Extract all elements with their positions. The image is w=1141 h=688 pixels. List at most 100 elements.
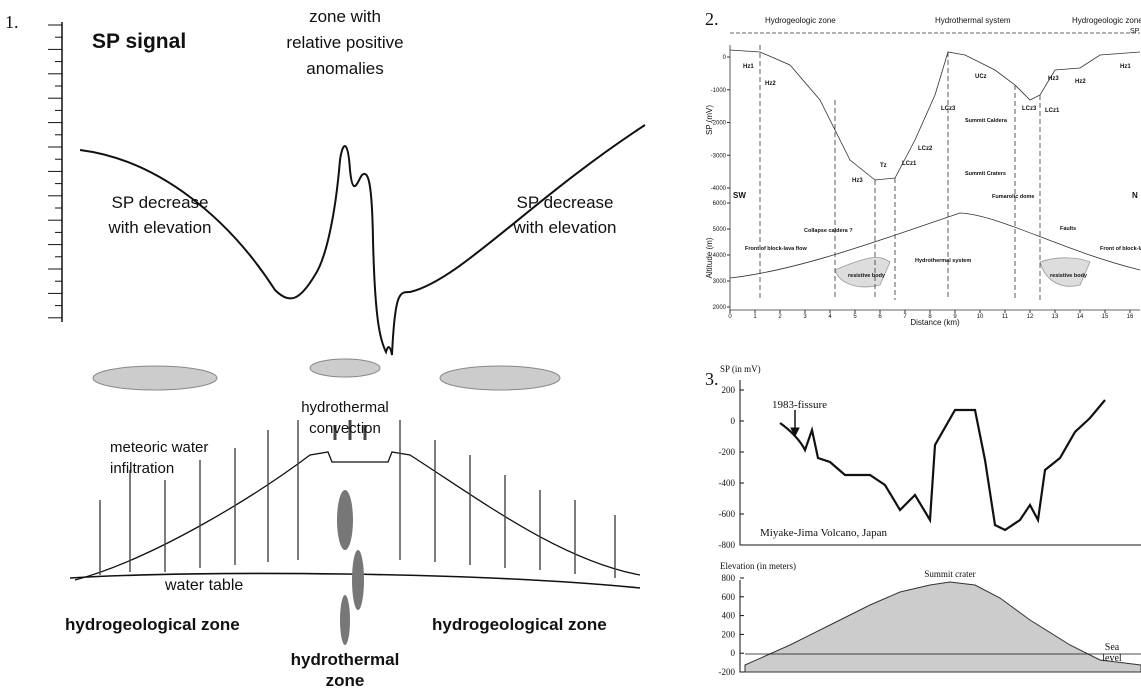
tick-label: 0: [728, 314, 732, 320]
zone-code: LCz3: [1022, 106, 1037, 112]
annotation: Front of block-lava flow: [745, 246, 807, 252]
annotation: Summit Craters: [965, 171, 1006, 177]
zone-label: hydrogeological zone: [432, 615, 607, 634]
annotation: level: [1102, 653, 1122, 664]
zone-label: hydrothermal: [291, 650, 400, 669]
tick-label: -400: [719, 478, 736, 488]
annotation: meteoric water: [110, 439, 208, 456]
axis-label: Elevation (in meters): [720, 561, 796, 571]
annotation: Summit crater: [924, 569, 975, 579]
zone-code: LCz1: [902, 161, 917, 167]
tick-label: 2000: [713, 305, 727, 311]
tick-label: 5: [853, 314, 857, 320]
zone-code: Hz2: [765, 81, 776, 87]
zone-code: Hz3: [1048, 76, 1059, 82]
tick-label: 7: [903, 314, 907, 320]
annotation: with elevation: [107, 218, 211, 237]
axis-label: Altitude (m): [705, 237, 714, 278]
tick-label: 0: [731, 648, 736, 658]
tick-label: 600: [722, 592, 736, 602]
annotation: zone with: [309, 7, 381, 26]
annotation: resistive body: [1050, 273, 1088, 279]
tick-label: 3: [803, 314, 807, 320]
zone-label: hydrogeological zone: [65, 615, 240, 634]
tick-label: 6000: [713, 201, 727, 207]
annotation: resistive body: [848, 273, 886, 279]
annotation: hydrothermal: [301, 399, 389, 416]
zone-code: LCz1: [1045, 108, 1060, 114]
annotation: convection: [309, 420, 381, 437]
tick-label: -1000: [711, 88, 727, 94]
tick-label: 12: [1027, 314, 1034, 320]
tick-label: 4: [828, 314, 832, 320]
zone-header: Hydrogeologic zone: [765, 16, 836, 25]
annotation: anomalies: [306, 59, 384, 78]
axis-label: SP (mV): [705, 105, 714, 135]
tick-label: -600: [719, 509, 736, 519]
annotation: Summit Caldera: [965, 118, 1008, 124]
zone-header: Hydrothermal system: [935, 16, 1011, 25]
tick-label: 8: [928, 314, 932, 320]
panel-number: 2.: [705, 9, 719, 29]
tick-label: 15: [1102, 314, 1109, 320]
tick-label: -200: [719, 447, 736, 457]
tick-label: 6: [878, 314, 882, 320]
panel-2: [729, 32, 1141, 311]
annotation: water table: [164, 577, 243, 594]
tick-label: 200: [722, 629, 736, 639]
tick-label: -4000: [711, 186, 727, 192]
zone-code: LCz3: [941, 106, 956, 112]
annotation: SP decrease: [516, 193, 613, 212]
direction: SW: [733, 191, 746, 200]
zone-header: Hydrogeologic zone: [1072, 16, 1141, 25]
direction: N: [1132, 191, 1138, 200]
zone-code: LCz2: [918, 146, 933, 152]
zone-code: Hz1: [1120, 64, 1131, 70]
tick-label: 2: [778, 314, 782, 320]
tick-label: 200: [722, 385, 736, 395]
annotation: Sea: [1105, 642, 1120, 653]
annotation: 1983-fissure: [772, 399, 827, 411]
panel-1: [61, 22, 646, 645]
tick-label: 800: [722, 573, 736, 583]
tick-label: -800: [719, 540, 736, 550]
tick-label: -3000: [711, 153, 727, 159]
corner-label: SP: [1130, 28, 1140, 35]
panel-number: 3.: [705, 369, 719, 389]
zone-code: UCz: [975, 74, 987, 80]
annotation: SP decrease: [111, 193, 208, 212]
tick-label: 4000: [713, 253, 727, 259]
axis-label: Distance (km): [910, 318, 960, 327]
tick-label: 14: [1077, 314, 1084, 320]
annotation: Collapse caldera ?: [804, 228, 853, 234]
tick-label: -2000: [711, 121, 727, 127]
annotation: Hydrothermal system: [915, 258, 971, 264]
zone-label: zone: [326, 671, 365, 688]
tick-label: 5000: [713, 227, 727, 233]
tick-label: 400: [722, 611, 736, 621]
tick-label: 1: [753, 314, 757, 320]
panel-title: SP signal: [92, 30, 186, 53]
zone-code: Hz2: [1075, 79, 1086, 85]
tick-label: -200: [719, 667, 736, 677]
tick-label: 3000: [713, 279, 727, 285]
tick-label: 0: [723, 55, 727, 61]
annotation: Fumarolic dome: [992, 194, 1034, 200]
panel-3: [739, 380, 1141, 673]
annotation: infiltration: [110, 460, 174, 477]
axis-label: SP (in mV): [720, 364, 761, 374]
annotation: Miyake-Jima Volcano, Japan: [760, 527, 887, 539]
tick-label: 11: [1002, 314, 1009, 320]
tick-label: 16: [1127, 314, 1134, 320]
tick-label: 9: [953, 314, 957, 320]
tick-label: 13: [1052, 314, 1059, 320]
annotation: Front of block-lava flow: [1100, 246, 1141, 252]
tick-label: 10: [977, 314, 984, 320]
tick-label: 0: [731, 416, 736, 426]
zone-code: Hz3: [852, 178, 863, 184]
zone-code: Tz: [880, 163, 887, 169]
zone-code: Hz1: [743, 64, 754, 70]
annotation: relative positive: [286, 33, 403, 52]
panel-number: 1.: [5, 12, 19, 32]
